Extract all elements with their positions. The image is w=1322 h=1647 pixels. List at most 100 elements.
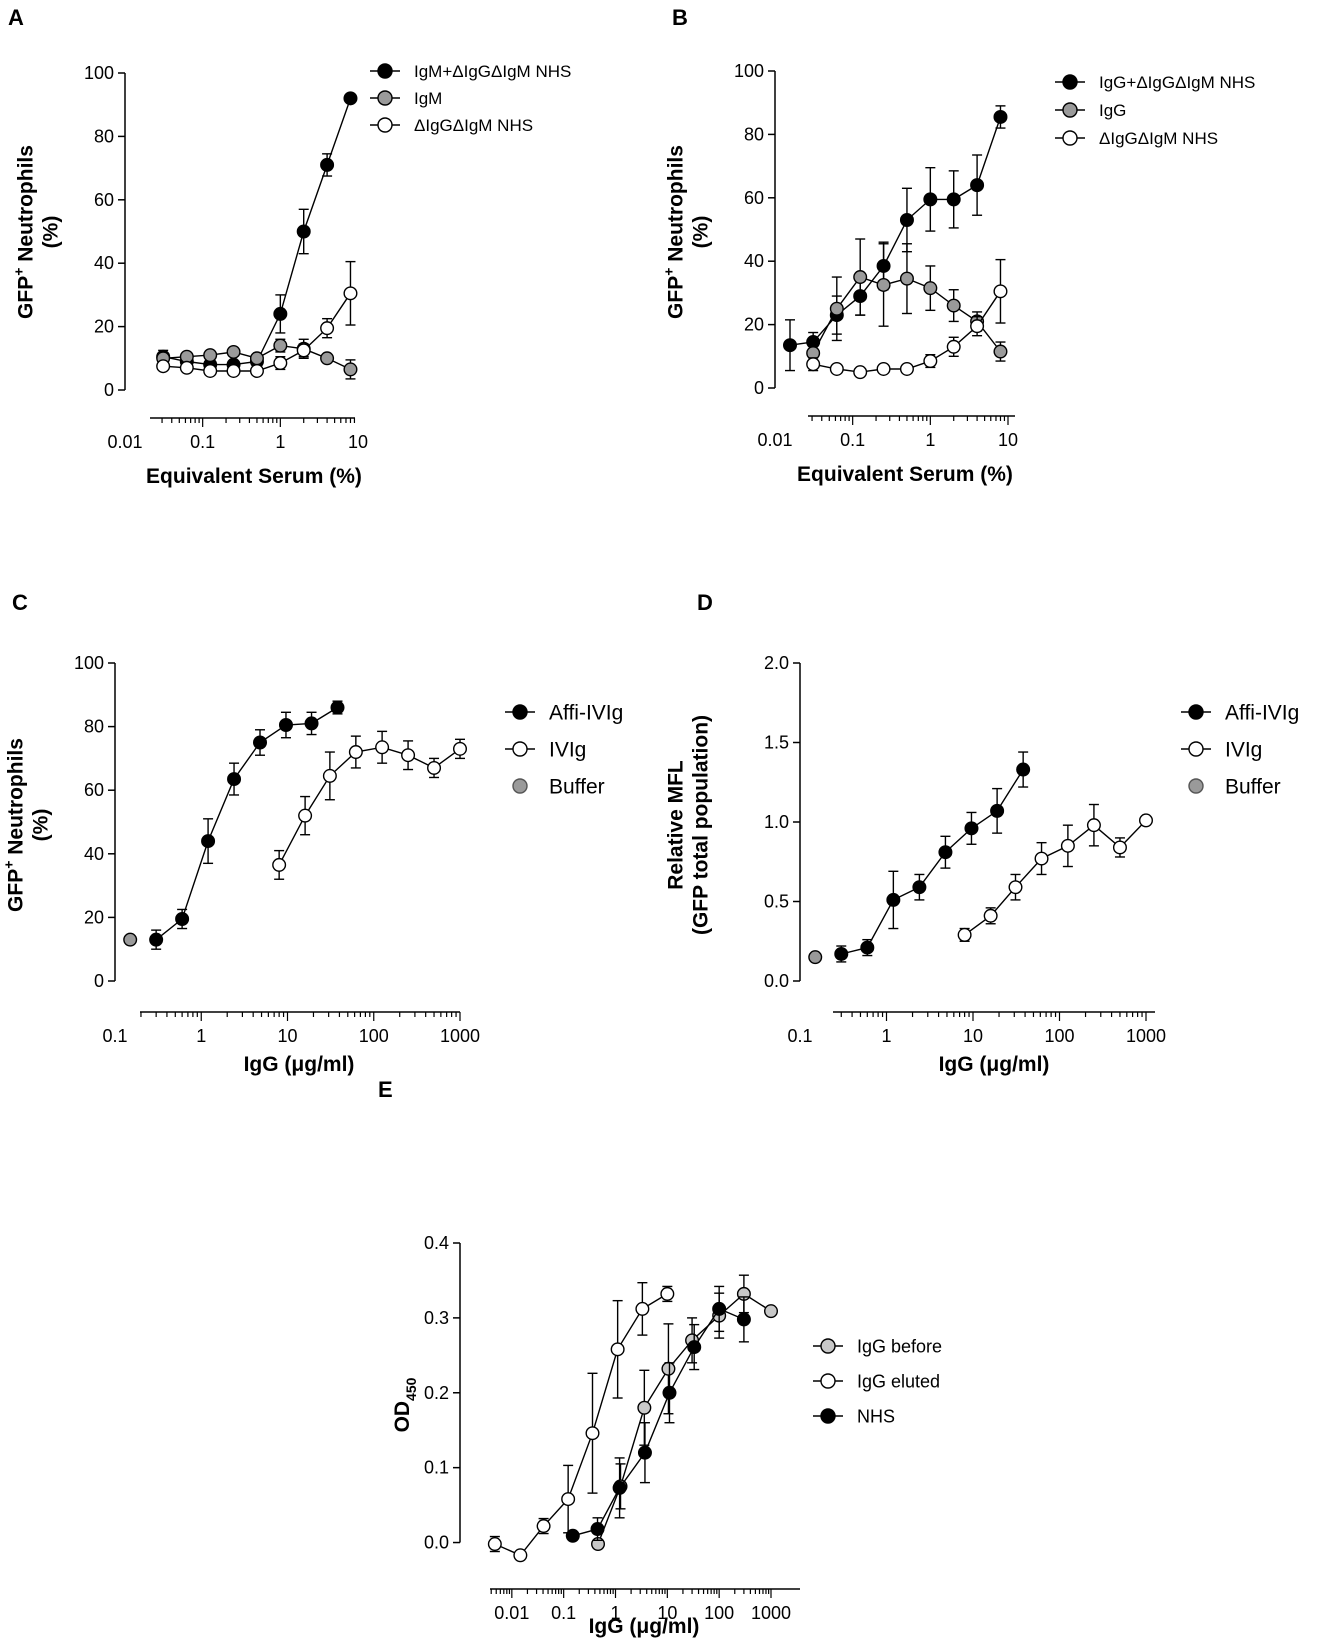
data-point <box>964 821 979 836</box>
series-affi-ivig <box>149 700 345 950</box>
data-point <box>993 109 1008 124</box>
legend-marker <box>1062 74 1078 90</box>
data-point <box>590 1522 605 1537</box>
y-title-subscript: 450 <box>403 1377 419 1401</box>
data-point <box>296 343 311 358</box>
y-tick-label: 40 <box>94 253 114 273</box>
legend-marker <box>1188 778 1204 794</box>
data-point <box>320 321 335 336</box>
legend-label: IgM+ΔIgGΔIgM NHS <box>414 62 571 81</box>
data-point <box>993 284 1008 299</box>
data-point <box>860 940 875 955</box>
panel-letter: C <box>12 590 28 615</box>
x-tick-label: 0.1 <box>840 430 865 450</box>
x-tick-label: 100 <box>704 1603 734 1623</box>
x-axis-title: Equivalent Serum (%) <box>797 463 1013 486</box>
data-point <box>938 845 953 860</box>
data-point <box>427 760 442 775</box>
series-line <box>841 769 1024 955</box>
legend-marker <box>377 63 393 79</box>
series-line <box>572 1308 745 1537</box>
data-point <box>912 880 927 895</box>
data-point <box>782 338 797 353</box>
y-tick-label: 20 <box>744 315 764 335</box>
legend-label: ΔIgGΔIgM NHS <box>414 116 533 135</box>
panel-e: E 0.0 0.1 0.2 0.3 0.4 0.01 0.1 1 10 100 1000 IgG (μg… <box>378 1077 942 1638</box>
data-point <box>320 351 335 366</box>
data-point <box>970 178 985 193</box>
series-igg <box>806 238 1008 362</box>
data-point <box>343 91 358 106</box>
x-tick-label: 100 <box>1044 1026 1074 1046</box>
data-point <box>834 946 849 961</box>
y-tick-label: 40 <box>744 251 764 271</box>
data-point <box>513 1548 528 1563</box>
y-tick-label: 0.3 <box>424 1308 449 1328</box>
data-point <box>829 361 844 376</box>
series-buffer <box>123 932 138 947</box>
y-axis-title-line: (%) <box>40 216 63 249</box>
data-point <box>320 157 335 172</box>
data-point <box>712 1301 727 1316</box>
panel-a: A 0 20 40 60 80 100 0.01 0.1 1 10 Equivalent Serum … <box>8 5 571 488</box>
data-point <box>226 363 241 378</box>
series-line <box>597 1293 772 1545</box>
series-affi-ivig <box>834 751 1031 963</box>
data-point <box>923 354 938 369</box>
data-point <box>179 360 194 375</box>
legend: Affi-IVIg IVIg Buffer <box>505 702 623 799</box>
y-tick-label: 20 <box>84 907 104 927</box>
data-point <box>330 700 345 715</box>
y-tick-label: 80 <box>84 717 104 737</box>
data-point <box>561 1492 576 1507</box>
data-point <box>853 270 868 285</box>
data-point <box>637 1445 652 1460</box>
y-axis-title-line: (GFP total population) <box>690 715 713 935</box>
series-igg-igm-nhs <box>156 260 358 378</box>
panel-letter: A <box>8 5 24 30</box>
y-axis-title-line: Relative MFL <box>665 760 688 890</box>
data-point <box>585 1426 600 1441</box>
y-tick-label: 0 <box>754 378 764 398</box>
x-tick-label: 1 <box>196 1026 206 1046</box>
panel-d: D 0.0 0.5 1.0 1.5 2.0 0.1 1 10 100 1000 IgG (μg/ml)… <box>665 590 1300 1076</box>
legend-label: NHS <box>857 1406 895 1426</box>
data-point <box>946 192 961 207</box>
data-point <box>273 356 288 371</box>
data-point <box>993 344 1008 359</box>
data-point <box>401 748 416 763</box>
y-tick-label: 0 <box>104 380 114 400</box>
x-tick-label: 0.1 <box>551 1603 576 1623</box>
data-point <box>565 1528 580 1543</box>
series-ivig <box>272 730 468 880</box>
y-tick-label: 0.1 <box>424 1458 449 1478</box>
legend-marker <box>512 741 528 757</box>
data-point <box>253 735 268 750</box>
y-axis-title: OD450 <box>391 1377 419 1432</box>
series-igg-igm-nhs <box>806 258 1008 380</box>
y-tick-label: 1.5 <box>764 733 789 753</box>
data-point <box>876 361 891 376</box>
data-point <box>610 1342 625 1357</box>
y-tick-label: 0.4 <box>424 1233 449 1253</box>
data-point <box>990 803 1005 818</box>
data-point <box>273 306 288 321</box>
legend-marker <box>820 1373 836 1389</box>
data-point <box>175 911 190 926</box>
legend-label: Affi-IVIg <box>549 702 623 725</box>
x-tick-label: 10 <box>963 1026 983 1046</box>
y-title-superscript: + <box>1 861 17 869</box>
legend-label: IVIg <box>549 739 586 762</box>
data-point <box>899 361 914 376</box>
y-tick-label: 100 <box>84 63 114 83</box>
y-axis-title-line: OD450 <box>391 1377 419 1432</box>
y-axis-title: GFP+ Neutrophils (%) <box>1 738 53 912</box>
data-point <box>278 718 293 733</box>
data-point <box>272 857 287 872</box>
legend: IgG+ΔIgGΔIgM NHS IgG ΔIgGΔIgM NHS <box>1055 73 1255 148</box>
data-point <box>899 212 914 227</box>
data-point <box>322 768 337 783</box>
x-tick-label: 1000 <box>440 1026 480 1046</box>
y-tick-label: 0 <box>94 971 104 991</box>
x-tick-label: 100 <box>359 1026 389 1046</box>
